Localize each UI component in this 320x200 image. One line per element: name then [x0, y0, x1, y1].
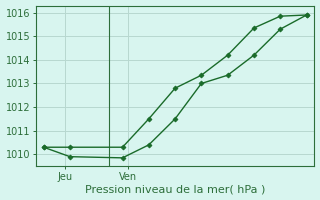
X-axis label: Pression niveau de la mer( hPa ): Pression niveau de la mer( hPa ) — [85, 184, 265, 194]
